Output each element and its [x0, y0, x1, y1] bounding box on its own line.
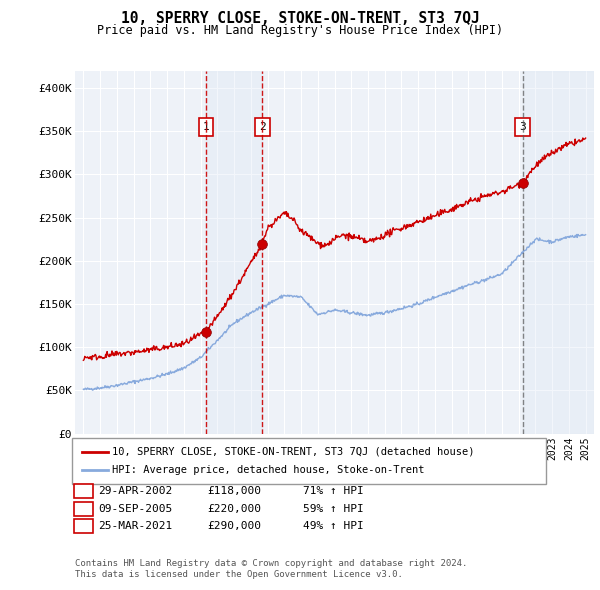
- Text: 49% ↑ HPI: 49% ↑ HPI: [303, 522, 364, 531]
- Text: 71% ↑ HPI: 71% ↑ HPI: [303, 486, 364, 496]
- Text: 3: 3: [80, 522, 87, 531]
- Text: 59% ↑ HPI: 59% ↑ HPI: [303, 504, 364, 513]
- Text: 2: 2: [80, 504, 87, 513]
- Text: 2: 2: [259, 122, 266, 132]
- Bar: [523, 71, 594, 434]
- Text: 1: 1: [80, 486, 87, 496]
- Text: 3: 3: [519, 122, 526, 132]
- Text: £220,000: £220,000: [207, 504, 261, 513]
- Bar: [206, 71, 262, 434]
- Text: Price paid vs. HM Land Registry's House Price Index (HPI): Price paid vs. HM Land Registry's House …: [97, 24, 503, 37]
- Text: 1: 1: [203, 122, 209, 132]
- Text: 25-MAR-2021: 25-MAR-2021: [98, 522, 172, 531]
- Text: Contains HM Land Registry data © Crown copyright and database right 2024.: Contains HM Land Registry data © Crown c…: [75, 559, 467, 568]
- Text: £290,000: £290,000: [207, 522, 261, 531]
- Text: 29-APR-2002: 29-APR-2002: [98, 486, 172, 496]
- Text: 10, SPERRY CLOSE, STOKE-ON-TRENT, ST3 7QJ: 10, SPERRY CLOSE, STOKE-ON-TRENT, ST3 7Q…: [121, 11, 479, 25]
- Text: This data is licensed under the Open Government Licence v3.0.: This data is licensed under the Open Gov…: [75, 571, 403, 579]
- Text: 09-SEP-2005: 09-SEP-2005: [98, 504, 172, 513]
- Text: £118,000: £118,000: [207, 486, 261, 496]
- Text: HPI: Average price, detached house, Stoke-on-Trent: HPI: Average price, detached house, Stok…: [112, 464, 425, 474]
- Text: 10, SPERRY CLOSE, STOKE-ON-TRENT, ST3 7QJ (detached house): 10, SPERRY CLOSE, STOKE-ON-TRENT, ST3 7Q…: [112, 447, 475, 457]
